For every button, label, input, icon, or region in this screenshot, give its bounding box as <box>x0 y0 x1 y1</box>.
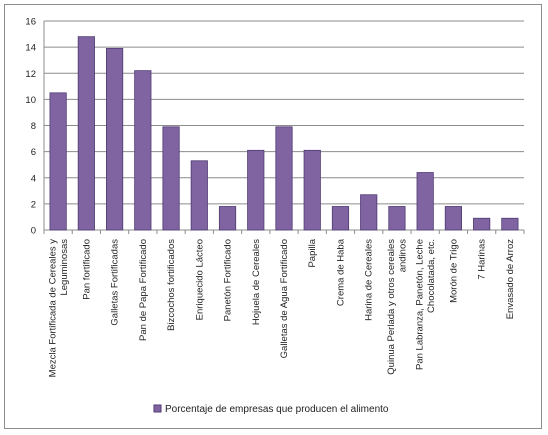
grid-lines <box>44 20 524 231</box>
y-tick-label: 16 <box>25 17 36 28</box>
x-tick-label: Papilla <box>307 238 318 267</box>
bar <box>218 206 237 231</box>
x-tick-label: Galletas Fortificadas <box>110 239 121 326</box>
bars <box>49 36 519 231</box>
x-tick-label: Mezcla Fortificada de Cereales yLegumino… <box>47 239 70 378</box>
bar <box>444 206 463 231</box>
x-tick-label: Crema de Haba <box>335 238 346 306</box>
y-tick-label: 12 <box>25 69 36 80</box>
bar <box>473 217 491 231</box>
x-tick-label: 7 Harinas <box>477 239 488 280</box>
x-tick-label: Envasado de Arroz <box>505 239 516 320</box>
x-tick-label: Pan Labranza, Panetón, LecheChocolatada,… <box>414 239 437 370</box>
y-tick-label: 14 <box>25 43 36 54</box>
legend-swatch <box>153 404 162 413</box>
bar <box>416 172 434 231</box>
x-tick-label: Harina de Cereales <box>364 239 375 321</box>
y-tick-label: 4 <box>31 173 36 184</box>
bar <box>134 70 152 231</box>
x-tick-label: Pan de Papa Fortificado <box>138 239 149 341</box>
bar <box>275 126 293 231</box>
bar <box>106 48 124 231</box>
y-tick-label: 10 <box>25 95 36 106</box>
x-tick-label: Quinua Perlada y otros cerealesandinos <box>386 239 409 375</box>
x-tick-label: Morón de Trigo <box>448 239 459 303</box>
bar <box>77 36 95 231</box>
legend: Porcentaje de empresas que producen el a… <box>153 404 389 415</box>
bar <box>162 126 180 231</box>
bar <box>303 149 321 231</box>
bar <box>501 217 519 231</box>
bar <box>388 206 406 231</box>
x-axis: Mezcla Fortificada de Cereales yLegumino… <box>43 230 525 378</box>
legend-label: Porcentaje de empresas que producen el a… <box>165 404 389 415</box>
bar <box>247 149 265 231</box>
bar <box>190 160 208 231</box>
x-tick-label: Panetón Fortificado <box>223 239 234 321</box>
x-tick-label: Galletas de Agua Fortificado <box>279 239 290 358</box>
bar <box>331 206 350 231</box>
x-tick-label: Bizcochos fortificados <box>166 239 177 331</box>
x-tick-label: Pan fortificado <box>81 239 92 300</box>
x-tick-label: Hojuela de Cereales <box>251 239 262 325</box>
y-axis: 0 2 4 6 8 10 12 14 16 <box>25 17 45 237</box>
x-tick-label: Enriquecido Lácteo <box>194 239 205 320</box>
y-tick-label: 8 <box>31 121 36 132</box>
bar <box>49 92 67 231</box>
bar <box>360 194 378 231</box>
y-tick-label: 2 <box>31 199 36 210</box>
y-tick-label: 0 <box>31 226 36 237</box>
y-tick-label: 6 <box>31 147 36 158</box>
